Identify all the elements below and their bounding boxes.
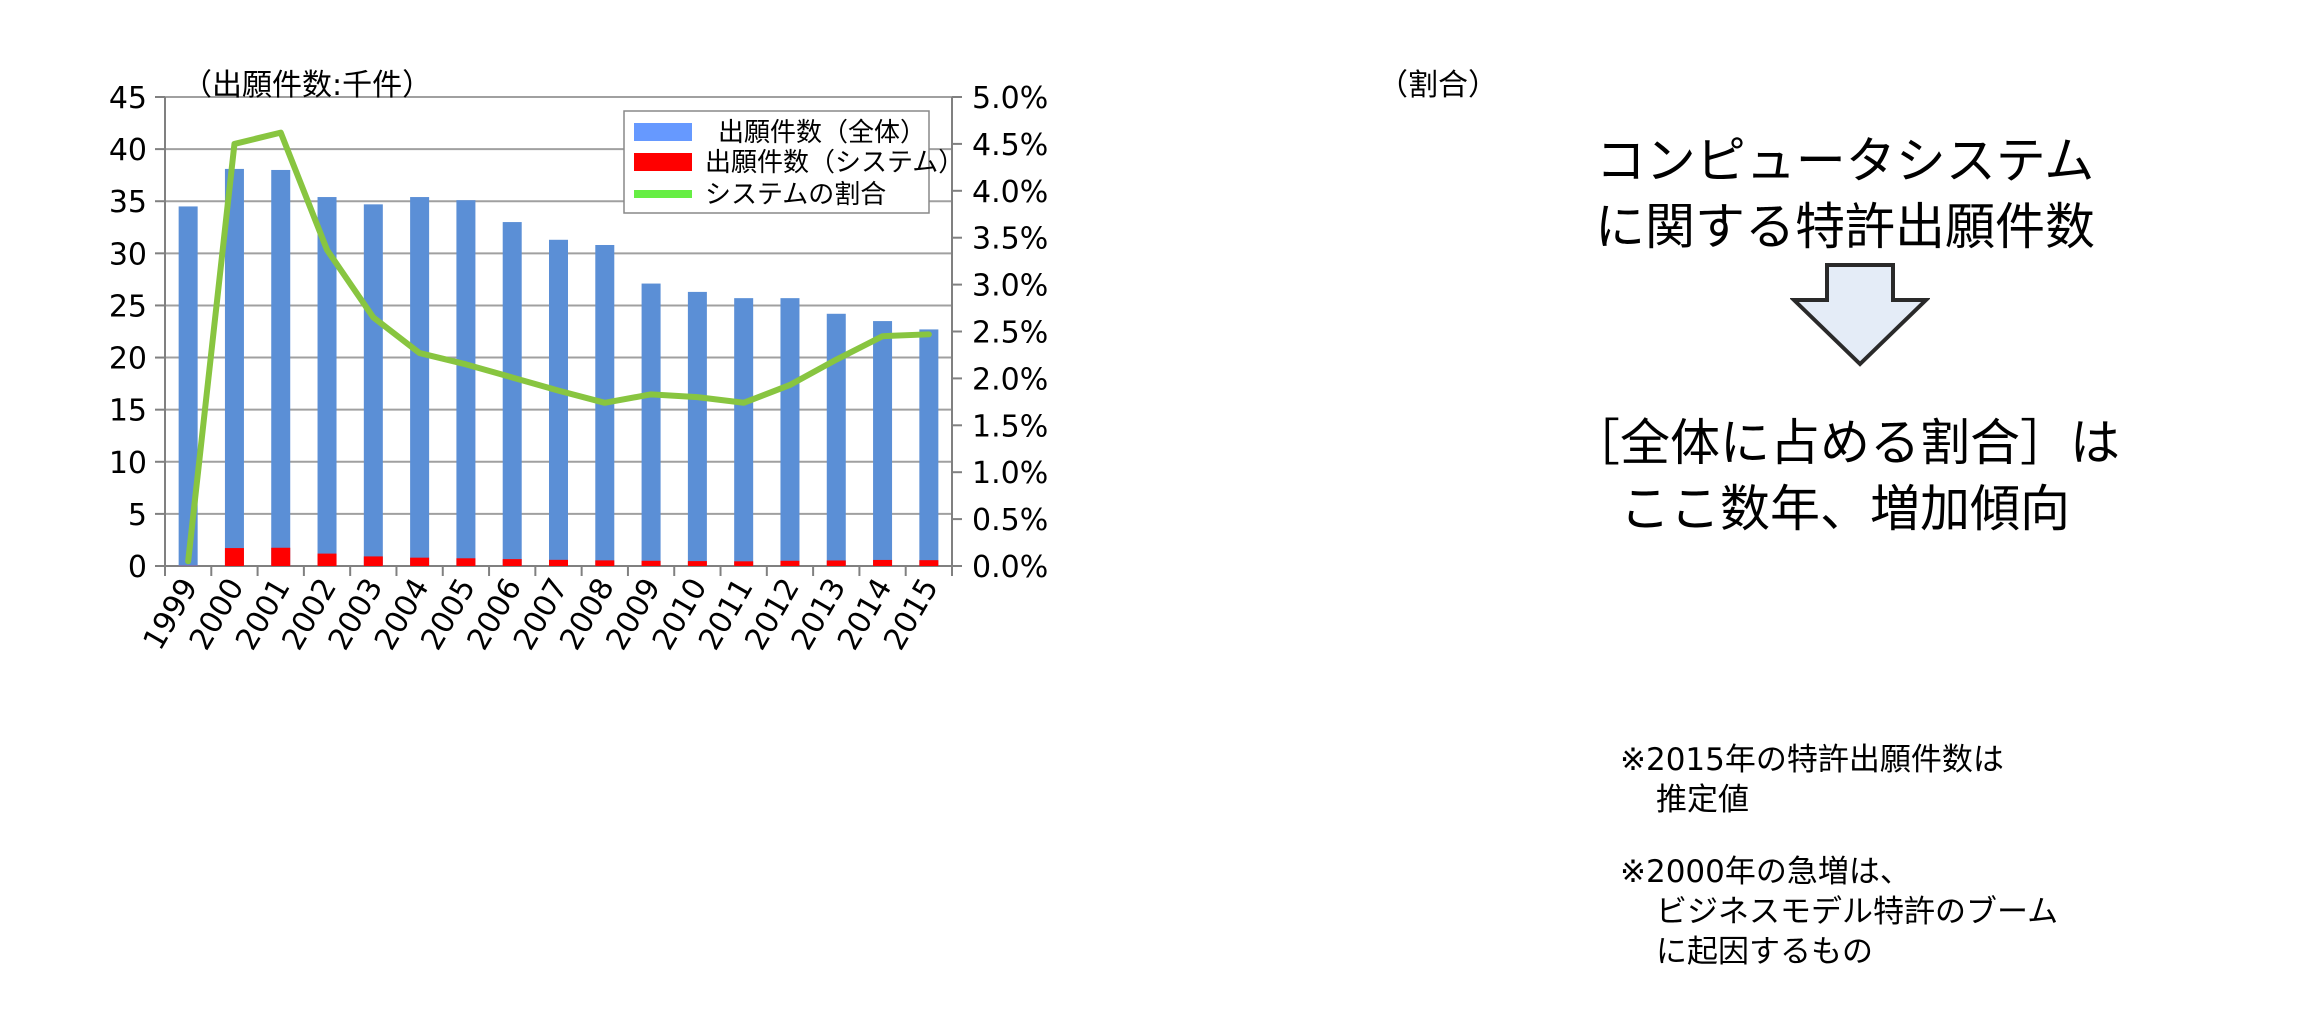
note-2000-surge: ※2000年の急増は、 ビジネスモデル特許のブーム に起因するもの (1620, 852, 2058, 972)
ratio-point (511, 376, 514, 379)
bar-total (502, 222, 522, 567)
ratio-point (187, 560, 190, 563)
note-estimate-line1: ※2015年の特許出願件数は (1620, 742, 2004, 778)
left-tick-label: 15 (109, 394, 147, 429)
note-2000-line1: ※2000年の急増は、 (1620, 854, 1911, 890)
bar-total (224, 168, 244, 566)
side-conclusion-line2: ここ数年、増加傾向 (1620, 480, 2070, 538)
ratio-point (418, 352, 421, 355)
left-tick-label: 35 (109, 185, 147, 220)
right-tick-label: 0.5% (972, 503, 1048, 538)
right-tick-label: 3.5% (972, 222, 1048, 257)
ratio-point (696, 396, 699, 399)
note-2000-line3: に起因するもの (1656, 934, 1873, 970)
note-estimate: ※2015年の特許出願件数は 推定値 (1620, 740, 2004, 820)
left-tick-label: 40 (109, 133, 147, 168)
ratio-point (603, 401, 606, 404)
chart: 0 5 10 15 20 25 30 35 40 45 0.0% 0.5% 1.0% 1.5% 2.0% 2.… (109, 81, 1048, 656)
bar-system (224, 548, 244, 566)
bar-total (363, 204, 383, 567)
legend-label-ratio: システムの割合 (705, 180, 886, 210)
bar-system (734, 561, 754, 566)
left-tick-label: 10 (109, 446, 147, 481)
right-tick-label: 2.5% (972, 316, 1048, 351)
bar-system (410, 557, 430, 566)
bar-system (919, 560, 939, 566)
legend-label-total: 出願件数（全体） (718, 118, 926, 148)
bar-total (178, 206, 198, 566)
ratio-point (279, 131, 282, 134)
bar-total (271, 169, 291, 566)
right-tick-label: 2.0% (972, 362, 1048, 397)
ratio-point (881, 335, 884, 338)
ratio-point (464, 363, 467, 366)
ratio-point (835, 358, 838, 361)
bar-system (456, 558, 476, 566)
left-axis-unit-label: （出願件数:千件） (182, 68, 433, 103)
right-tick-label: 0.0% (972, 550, 1048, 585)
right-tick-label: 5.0% (972, 81, 1048, 116)
ratio-point (650, 393, 653, 396)
right-tick-label: 1.0% (972, 456, 1048, 491)
side-conclusion-line1: ［全体に占める割合］は (1570, 414, 2120, 472)
left-tick-label: 20 (109, 342, 147, 377)
side-conclusion: ［全体に占める割合］は ここ数年、増加傾向 (1555, 410, 2135, 542)
left-tick-label: 30 (109, 237, 147, 272)
right-tick-label: 4.0% (972, 175, 1048, 210)
bar-system (317, 553, 337, 566)
bar-total (456, 200, 476, 566)
ratio-point (788, 383, 791, 386)
bar-total (687, 291, 707, 566)
bar-system (873, 559, 893, 566)
bar-system (271, 547, 291, 566)
bar-total (734, 298, 754, 566)
note-2000-line2: ビジネスモデル特許のブーム (1656, 894, 2059, 930)
ratio-point (372, 316, 375, 319)
legend-swatch-total (634, 123, 692, 141)
right-tick-label: 3.0% (972, 269, 1048, 304)
bar-system (363, 556, 383, 566)
side-title-line2: に関する特許出願件数 (1595, 198, 2095, 256)
bar-system (687, 561, 707, 566)
side-title: コンピュータシステム に関する特許出願件数 (1555, 128, 2135, 260)
note-estimate-line2: 推定値 (1656, 782, 1749, 818)
bar-system (502, 559, 522, 566)
right-tick-label: 1.5% (972, 409, 1048, 444)
bar-total (549, 239, 568, 567)
bar-system (595, 560, 615, 566)
legend-label-system: 出願件数（システム） (705, 148, 964, 178)
bar-total (780, 298, 800, 566)
ratio-point (557, 389, 560, 392)
bar-total (410, 197, 430, 566)
right-tick-label: 4.5% (972, 128, 1048, 163)
bar-total (873, 321, 893, 566)
bar-total (919, 329, 939, 566)
bar-total (641, 283, 661, 566)
legend-swatch-system (634, 153, 692, 171)
side-title-line1: コンピュータシステム (1595, 132, 2095, 190)
ratio-point (326, 248, 329, 251)
left-tick-label: 45 (109, 81, 147, 116)
bar-system (549, 559, 568, 566)
ratio-point (742, 401, 745, 404)
right-axis-unit-label: （割合） (1378, 68, 1498, 103)
bar-total (826, 313, 846, 566)
left-tick-label: 5 (128, 498, 147, 533)
ratio-point (927, 333, 930, 336)
left-tick-label: 0 (128, 550, 147, 585)
left-tick-label: 25 (109, 289, 147, 324)
bar-total (317, 197, 337, 566)
bar-system (826, 560, 846, 566)
bar-system (780, 560, 800, 566)
ratio-point (233, 142, 236, 145)
bar-system (641, 560, 661, 566)
down-arrow-icon (1790, 263, 1930, 367)
